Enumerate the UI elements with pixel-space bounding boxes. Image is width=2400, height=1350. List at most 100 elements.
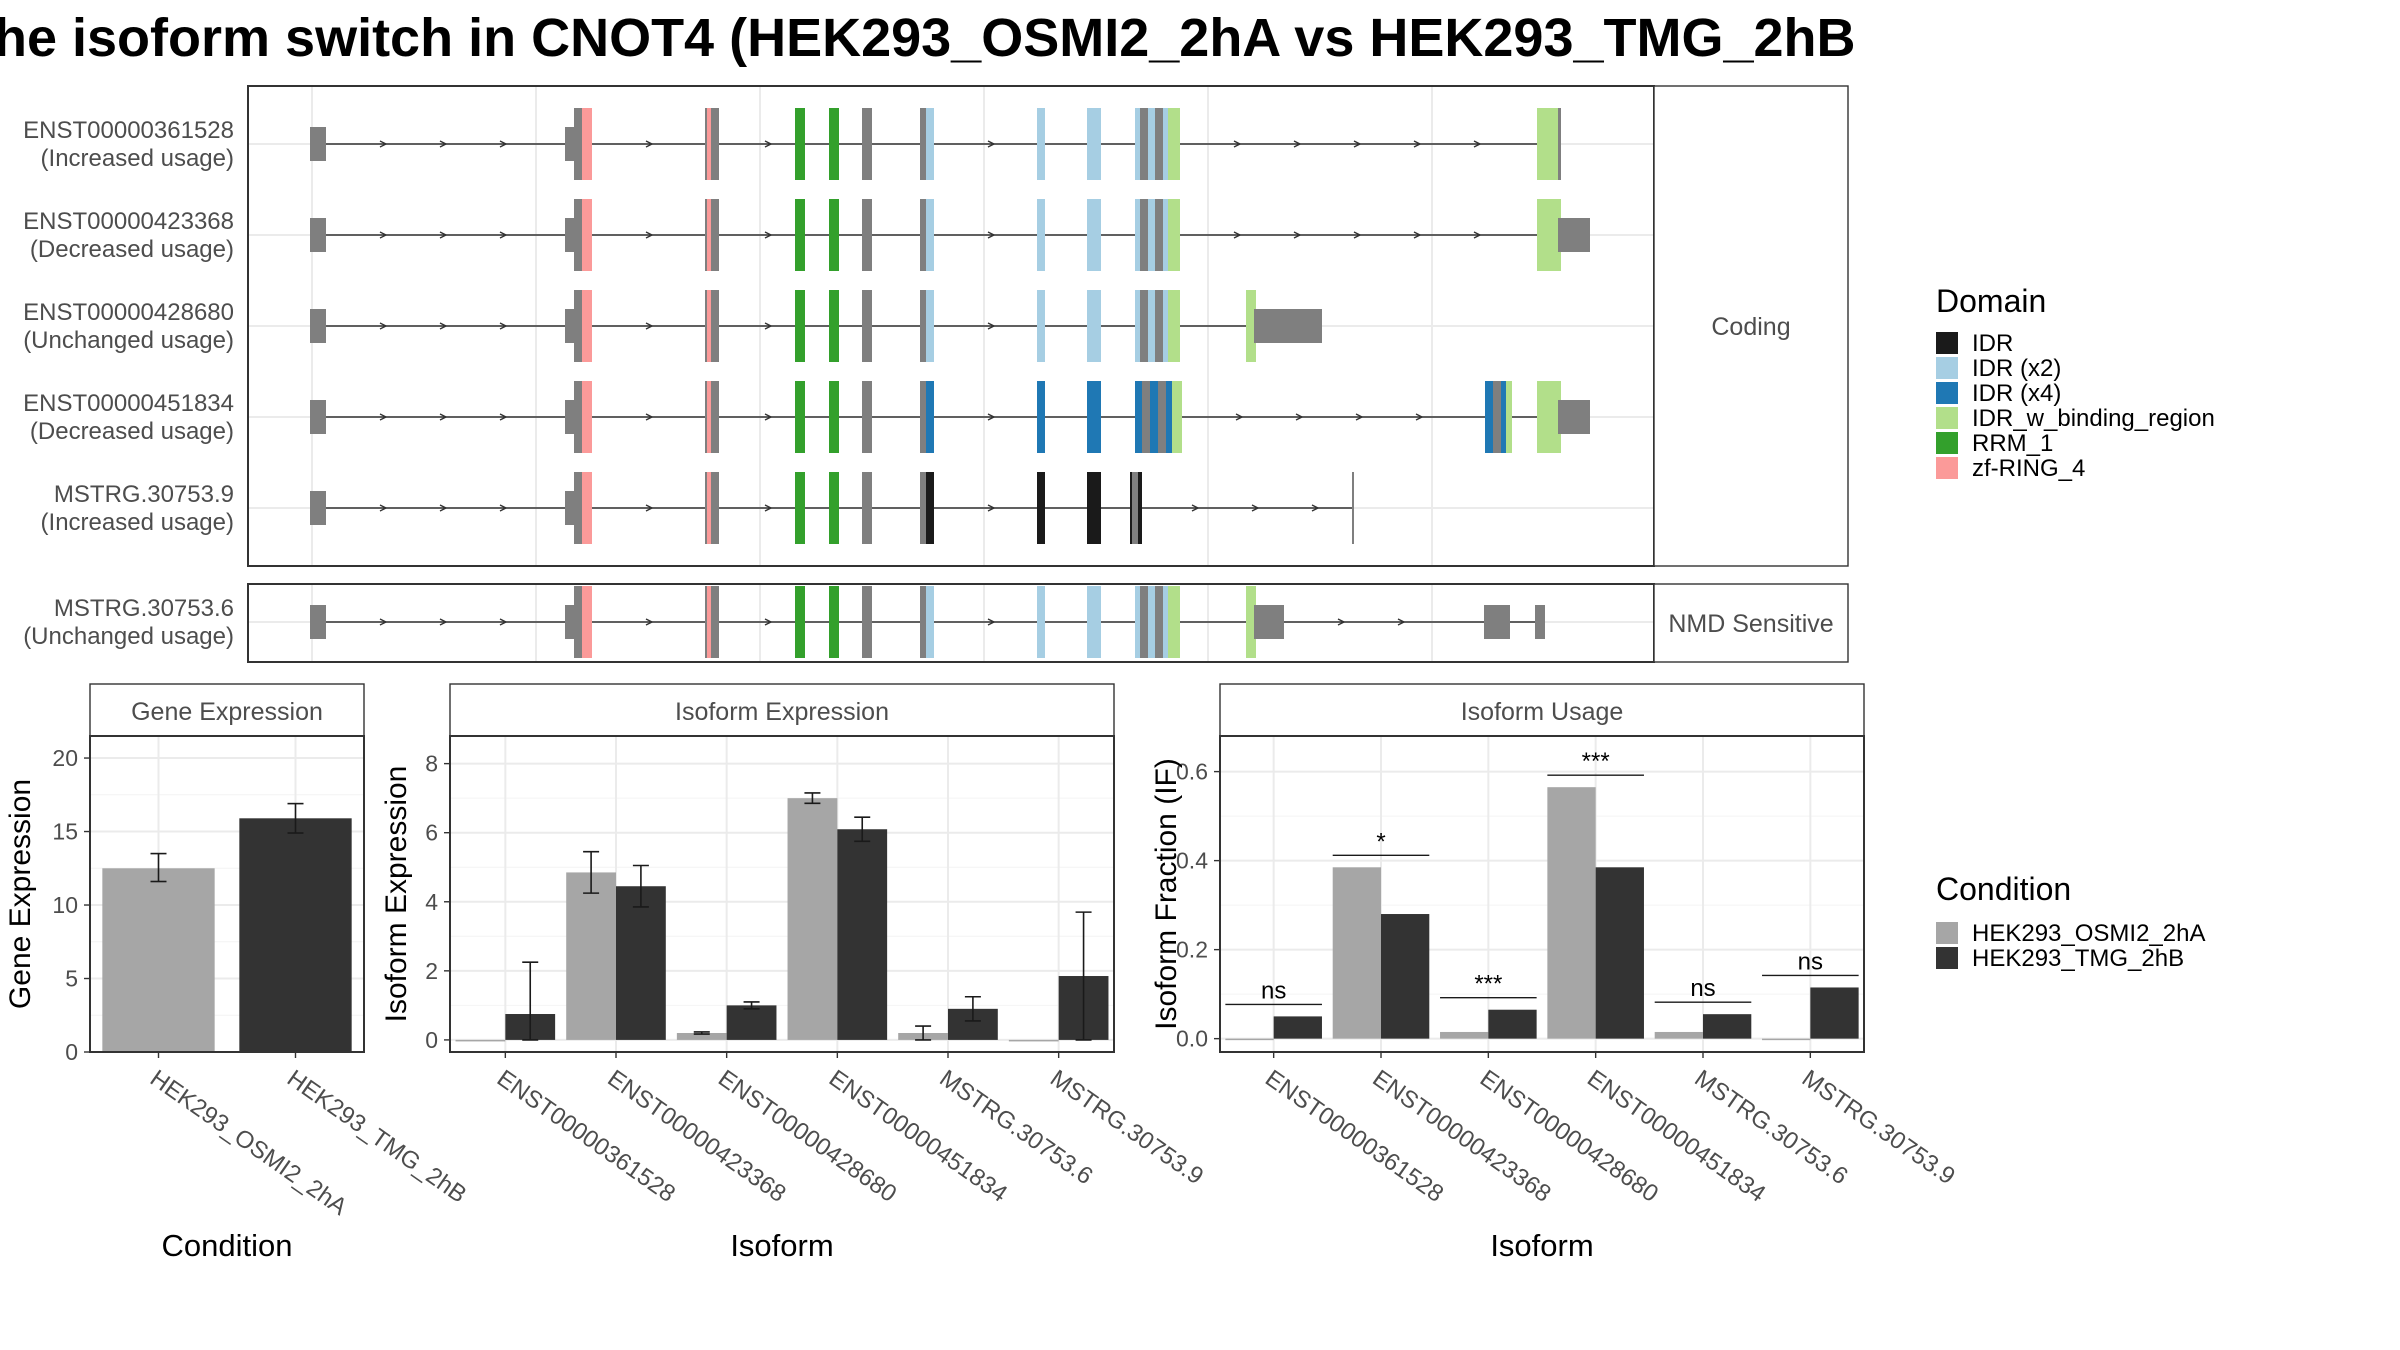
intron-arrow [499,140,508,148]
domain-legend-label: IDR_w_binding_region [1972,405,2215,432]
domain-block [1037,586,1045,658]
y-axis-title: Isoform Expression [380,766,413,1023]
domain-block [707,586,711,658]
domain-block [1087,108,1101,180]
domain-block [926,472,934,544]
significance-label: * [1376,828,1385,855]
y-tick-label: 8 [425,751,438,777]
transcript-id: ENST00000451834 [23,390,234,417]
transcript-track-MSTRG.30753.9 [310,472,1354,544]
x-tick-label: ENST00000361528 [492,1065,680,1208]
domain-block [1246,290,1256,362]
significance-label: ns [1261,977,1286,1004]
facet-strip-label: NMD Sensitive [1668,610,1833,638]
domain-legend-key [1936,432,1958,454]
exon-block [862,108,872,180]
domain-block [1087,199,1101,271]
transcript-id: MSTRG.30753.6 [54,595,234,622]
bar [1595,867,1644,1039]
exon-block [920,290,930,362]
transcript-usage: (Decreased usage) [30,236,234,263]
exon-block [1142,381,1150,453]
bar [1273,1016,1322,1039]
exon-block [574,586,582,658]
domain-block [1087,381,1101,453]
domain-block [1037,290,1045,362]
domain-block [926,199,934,271]
intron-arrow [1311,504,1320,512]
exon-block [920,586,930,658]
intron-arrow [987,413,996,421]
exon-block [310,127,326,161]
intron-arrow [645,504,654,512]
y-tick-label: 15 [52,819,78,845]
intron-arrow [499,322,508,330]
domain-legend-label: RRM_1 [1972,430,2053,457]
intron-arrow [1295,413,1304,421]
exon-block [1352,472,1354,544]
intron-arrow [987,504,996,512]
panel-title: Gene Expression [131,698,323,726]
domain-block [829,108,839,180]
domain-block [795,199,805,271]
domain-block [1087,472,1101,544]
panel-isoform-usage: Isoform Usage 0.0 0.2 0.4 0.6 ENST00000361528… [1150,683,1960,1263]
exon-block [1155,290,1163,362]
intron-arrow [1233,140,1242,148]
intron-arrow [1413,140,1422,148]
exon-block [574,108,582,180]
intron-arrow [379,140,388,148]
x-tick-label: ENST00000428680 [1475,1065,1663,1208]
bar [1332,867,1381,1039]
y-tick-label: 0 [425,1027,438,1053]
domain-block [582,586,592,658]
intron-arrow [764,140,773,148]
significance-label: ns [1798,948,1823,975]
exon-block [1140,108,1148,180]
domain-block [1037,472,1045,544]
domain-legend-label: IDR (x4) [1972,380,2061,407]
exon-block [1158,381,1166,453]
track-label-ENST00000451834: ENST00000451834(Decreased usage) [23,390,234,445]
significance-label: *** [1582,748,1610,775]
condition-legend-title: Condition [1936,871,2071,907]
panel-background [1220,736,1864,1052]
domain-block [1168,199,1180,271]
transcript-track-ENST00000361528 [310,108,1561,180]
facet-strip [1653,85,1849,567]
domain-block [1168,290,1180,362]
x-tick-label: ENST00000451834 [1582,1065,1770,1208]
exon-block [310,218,326,252]
panel-strip [449,683,1115,737]
exon-block [920,381,930,453]
track-label-MSTRG.30753.9: MSTRG.30753.9(Increased usage) [41,481,234,536]
domain-block [1087,586,1101,658]
track-label-ENST00000428680: ENST00000428680(Unchanged usage) [23,299,234,354]
y-axis-title: Gene Expression [4,779,37,1009]
significance-label: *** [1474,971,1502,998]
exon-block [574,290,582,362]
y-tick-label: 0 [65,1039,78,1065]
intron-arrow [1355,413,1364,421]
y-tick-label: 0.0 [1176,1026,1208,1052]
y-tick-label: 2 [425,958,438,984]
intron-arrow [764,504,773,512]
bar [676,1033,727,1040]
domain-legend-key [1936,357,1958,379]
panel-background [450,736,1114,1052]
domain-block [707,199,711,271]
intron-arrow [764,231,773,239]
intron-arrow [987,140,996,148]
exon-block [1254,309,1322,343]
x-tick-label: ENST00000423368 [603,1065,791,1208]
bar [1810,987,1859,1039]
track-label-ENST00000361528: ENST00000361528(Increased usage) [23,117,234,172]
bar [837,829,888,1040]
intron-arrow [379,413,388,421]
domain-block [829,381,839,453]
bar [1225,1038,1274,1041]
exon-block [1140,199,1148,271]
intron-arrow [764,618,773,626]
domain-block [1506,381,1512,453]
